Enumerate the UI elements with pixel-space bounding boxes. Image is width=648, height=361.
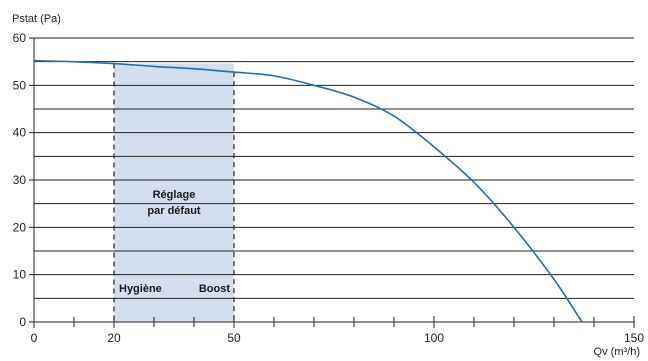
y-tick-label: 60 (13, 31, 27, 45)
x-axis-ticks: 0 20 50 100 150 (31, 316, 644, 345)
x-tick-label: 20 (107, 331, 121, 345)
x-tick-label: 100 (424, 331, 444, 345)
y-axis-ticks: 0 10 20 30 40 50 60 (13, 31, 34, 329)
x-tick-label: 50 (227, 331, 241, 345)
region-label-line-1: Réglage (153, 189, 196, 201)
y-tick-label: 30 (13, 173, 27, 187)
y-tick-label: 20 (13, 220, 27, 234)
x-axis-title: Qv (m³/h) (594, 346, 640, 358)
x-tick-label: 150 (624, 331, 644, 345)
y-axis-title: Pstat (Pa) (12, 13, 61, 25)
y-tick-label: 40 (13, 126, 27, 140)
shaded-default-region (114, 63, 234, 323)
y-tick-label: 50 (13, 78, 27, 92)
y-tick-label: 10 (13, 268, 27, 282)
hygiene-label: Hygiène (119, 283, 162, 295)
region-label-line-2: par défaut (147, 205, 201, 217)
series-line (33, 59, 583, 323)
y-tick-label: 0 (19, 315, 26, 329)
x-tick-label: 0 (31, 331, 38, 345)
grid-lines (34, 37, 634, 323)
boost-label: Boost (199, 283, 231, 295)
